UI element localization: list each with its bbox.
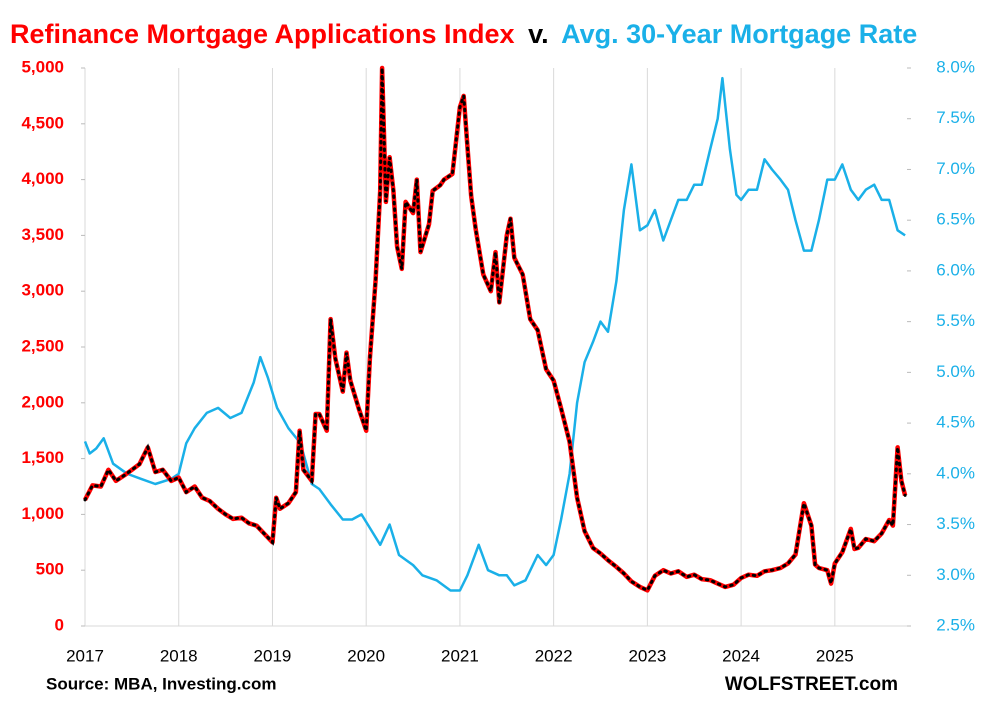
y-tick-label: 3,000 xyxy=(21,281,64,300)
y2-tick-label: 5.0% xyxy=(936,362,975,381)
y-tick-label: 0 xyxy=(55,615,64,634)
x-tick-label: 2019 xyxy=(254,646,292,665)
x-tick-label: 2020 xyxy=(347,646,385,665)
y2-tick-label: 4.0% xyxy=(936,463,975,482)
y2-tick-label: 8.0% xyxy=(936,57,975,76)
x-tick-label: 2022 xyxy=(535,646,573,665)
x-tick-label: 2018 xyxy=(160,646,198,665)
x-tick-label: 2017 xyxy=(66,646,104,665)
x-tick-label: 2021 xyxy=(441,646,479,665)
y-tick-label: 5,000 xyxy=(21,57,64,76)
source: Source: MBA, Investing.com xyxy=(46,674,276,693)
y-tick-label: 4,000 xyxy=(21,169,64,188)
title-right: Avg. 30-Year Mortgage Rate xyxy=(561,19,917,49)
y2-tick-label: 4.5% xyxy=(936,413,975,432)
y2-tick-label: 6.0% xyxy=(936,260,975,279)
x-tick-label: 2024 xyxy=(722,646,760,665)
y-tick-label: 500 xyxy=(36,560,64,579)
x-tick-label: 2023 xyxy=(628,646,666,665)
x-tick-label: 2025 xyxy=(816,646,854,665)
series-dots xyxy=(83,67,907,593)
chart-title: Refinance Mortgage Applications Index v.… xyxy=(10,19,917,49)
series-line xyxy=(83,65,908,593)
title-left: Refinance Mortgage Applications Index xyxy=(10,19,515,49)
y-tick-label: 1,000 xyxy=(21,504,64,523)
y2-tick-label: 3.5% xyxy=(936,514,975,533)
y2-tick-label: 3.0% xyxy=(936,565,975,584)
title-separator: v. xyxy=(528,19,549,49)
series-line xyxy=(83,76,906,592)
brand: WOLFSTREET.com xyxy=(725,674,898,695)
y-tick-label: 3,500 xyxy=(21,225,64,244)
y2-tick-label: 7.0% xyxy=(936,159,975,178)
y-tick-label: 2,000 xyxy=(21,392,64,411)
y-tick-label: 2,500 xyxy=(21,336,64,355)
y2-tick-label: 2.5% xyxy=(936,615,975,634)
y2-tick-label: 7.5% xyxy=(936,108,975,127)
y-tick-label: 4,500 xyxy=(21,113,64,132)
y2-tick-label: 5.5% xyxy=(936,311,975,330)
y-tick-label: 1,500 xyxy=(21,448,64,467)
y2-tick-label: 6.5% xyxy=(936,210,975,229)
